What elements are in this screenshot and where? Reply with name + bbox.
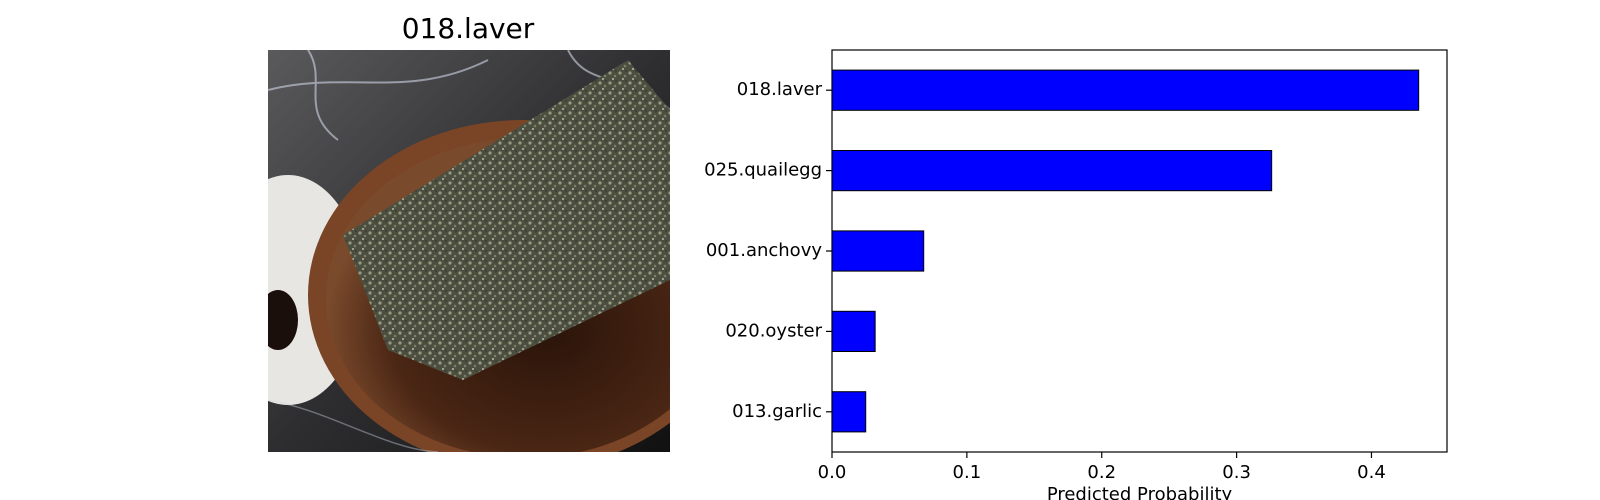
y-tick-label: 013.garlic <box>732 401 822 422</box>
bar <box>831 69 1420 111</box>
x-tick-label: 0.2 <box>1087 462 1116 483</box>
laver-photo-illustration <box>268 50 670 452</box>
bar <box>831 310 876 352</box>
bar <box>831 150 1273 192</box>
y-axis: 018.laver 025.quailegg 001.anchovy 020.oyst… <box>704 79 832 422</box>
y-tick-label: 025.quailegg <box>704 160 822 181</box>
bar <box>831 230 925 272</box>
y-tick-label: 001.anchovy <box>706 240 822 261</box>
bar <box>831 391 867 433</box>
x-tick-label: 0.3 <box>1222 462 1251 483</box>
image-title: 018.laver <box>401 12 535 45</box>
bars-layer <box>831 69 1420 433</box>
y-tick-label: 018.laver <box>737 79 823 100</box>
x-axis: 0.0 0.1 0.2 0.3 0.4 <box>818 452 1386 483</box>
y-tick-label: 020.oyster <box>725 320 822 341</box>
x-axis-title: Predicted Probability <box>1047 484 1233 500</box>
x-tick-label: 0.0 <box>818 462 847 483</box>
x-tick-label: 0.1 <box>953 462 982 483</box>
food-photo <box>268 50 670 452</box>
x-tick-label: 0.4 <box>1357 462 1386 483</box>
